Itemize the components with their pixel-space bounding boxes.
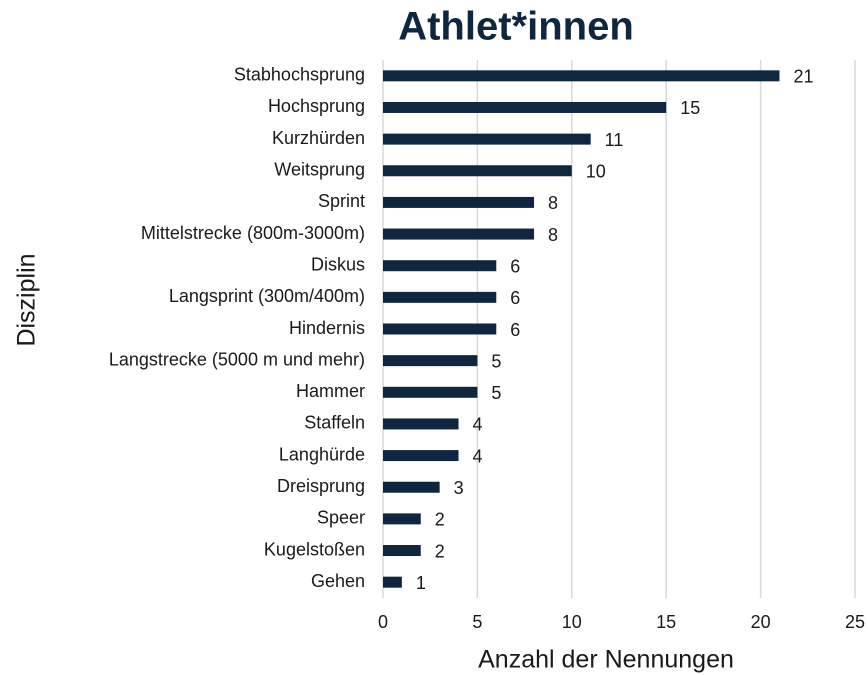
x-tick-label: 20 [751,612,771,632]
data-label: 21 [793,67,813,87]
bar [383,450,459,462]
bar [383,418,459,430]
bar [383,481,440,493]
y-tick-label: Langhürde [279,444,365,464]
chart-title: Athlet*innen [398,5,634,49]
y-tick-label: Hammer [296,381,365,401]
bar [383,260,497,272]
data-label: 5 [491,383,501,403]
bar [383,513,421,525]
x-tick-label: 5 [472,612,482,632]
bar [383,70,780,82]
y-tick-label: Gehen [311,571,365,591]
y-tick-label: Dreisprung [277,476,365,496]
data-label: 5 [491,351,501,371]
y-tick-label: Speer [317,508,365,528]
y-tick-label: Weitsprung [274,160,365,180]
y-tick-label: Hochsprung [268,96,365,116]
data-label: 8 [548,193,558,213]
data-label: 1 [416,573,426,593]
y-tick-label: Hindernis [289,318,365,338]
data-label: 6 [510,320,520,340]
bar [383,355,478,367]
x-tick-label: 25 [845,612,865,632]
bar [383,165,572,177]
bar [383,386,478,398]
data-label: 8 [548,225,558,245]
y-axis-label: Disziplin [13,253,41,346]
bar [383,545,421,557]
data-label: 4 [473,415,483,435]
data-label: 15 [680,98,700,118]
y-tick-label: Staffeln [304,413,365,433]
y-tick-label: Langsprint (300m/400m) [169,286,365,306]
data-label: 2 [435,510,445,530]
y-tick-label: Mittelstrecke (800m-3000m) [141,223,365,243]
y-tick-label: Kugelstoßen [264,539,365,559]
data-label: 2 [435,541,445,561]
data-label: 4 [473,446,483,466]
y-tick-label: Kurzhürden [272,128,365,148]
y-tick-label: Diskus [311,254,365,274]
bar [383,291,497,303]
bar [383,196,535,208]
x-tick-label: 15 [656,612,676,632]
bar [383,101,667,113]
bar [383,323,497,335]
data-label: 6 [510,288,520,308]
data-label: 6 [510,256,520,276]
y-tick-label: Stabhochsprung [234,65,365,85]
x-axis-label: Anzahl der Nennungen [478,646,734,674]
bar [383,576,402,588]
x-tick-label: 10 [562,612,582,632]
y-tick-label: Langstrecke (5000 m und mehr) [109,349,365,369]
y-tick-label: Sprint [318,191,365,211]
data-label: 11 [605,130,624,150]
data-label: 10 [586,162,606,182]
bar [383,228,535,240]
data-label: 3 [454,478,464,498]
x-tick-label: 0 [378,612,388,632]
bar [383,133,591,145]
